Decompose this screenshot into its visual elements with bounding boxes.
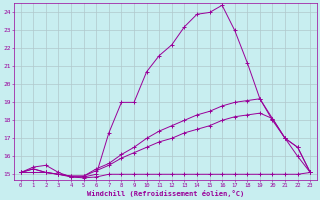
X-axis label: Windchill (Refroidissement éolien,°C): Windchill (Refroidissement éolien,°C) [87,190,244,197]
